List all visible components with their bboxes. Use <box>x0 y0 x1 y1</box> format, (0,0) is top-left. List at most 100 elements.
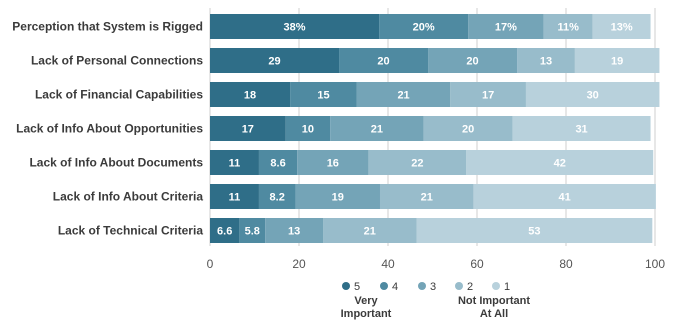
legend-label: 2 <box>467 281 473 293</box>
data-label: 42 <box>554 158 566 170</box>
data-label: 16 <box>327 158 339 170</box>
x-tick-label: 0 <box>207 257 214 271</box>
bar-segment <box>423 116 513 141</box>
bar-segment <box>210 14 380 39</box>
data-label: 13 <box>288 226 300 238</box>
data-label: 53 <box>528 226 540 238</box>
bar-segment <box>285 116 331 141</box>
data-label: 21 <box>397 90 409 102</box>
bar-segment <box>210 150 259 175</box>
bar-segment <box>473 184 656 209</box>
data-label: 17% <box>495 22 517 34</box>
legend-note-high-line1: Very <box>354 295 378 307</box>
bar-segment <box>543 14 593 39</box>
category-label: Lack of Financial Capabilities <box>35 88 203 102</box>
data-label: 31 <box>575 124 587 136</box>
legend-marker <box>380 282 388 290</box>
category-label: Lack of Info About Opportunities <box>16 122 203 136</box>
data-label: 15 <box>317 90 329 102</box>
bar-segment <box>368 150 467 175</box>
data-label: 21 <box>421 192 433 204</box>
bar-segment <box>416 218 653 243</box>
legend-label: 5 <box>354 281 360 293</box>
legend-marker <box>492 282 500 290</box>
bar-segment <box>379 184 474 209</box>
data-label: 21 <box>371 124 383 136</box>
data-label: 41 <box>559 192 571 204</box>
bar-segment <box>339 48 429 73</box>
data-label: 19 <box>611 56 623 68</box>
bar-segment <box>468 14 544 39</box>
data-label: 18 <box>244 90 256 102</box>
data-label: 13 <box>540 56 552 68</box>
data-label: 20 <box>377 56 389 68</box>
legend-label: 3 <box>430 281 436 293</box>
bar-segment <box>428 48 518 73</box>
category-label: Lack of Info About Documents <box>29 156 203 170</box>
category-label: Lack of Personal Connections <box>31 54 203 68</box>
legend-note-high-line2: Important <box>341 308 392 320</box>
bar-segment <box>379 14 469 39</box>
x-tick-label: 20 <box>292 257 306 271</box>
bar-segment <box>323 218 417 243</box>
data-label: 17 <box>482 90 494 102</box>
legend-label: 4 <box>392 281 398 293</box>
data-label: 13% <box>611 22 633 34</box>
bar-segment <box>210 218 240 243</box>
bar-segment <box>210 184 259 209</box>
data-label: 30 <box>587 90 599 102</box>
bar-segment <box>258 150 298 175</box>
x-tick-label: 80 <box>559 257 573 271</box>
legend-marker <box>342 282 350 290</box>
x-tick-label: 40 <box>381 257 395 271</box>
bar-segment <box>210 116 286 141</box>
data-label: 11 <box>229 158 241 170</box>
bar-segment <box>239 218 266 243</box>
data-label: 6.6 <box>217 226 232 238</box>
data-label: 20 <box>462 124 474 136</box>
bar-segment <box>525 82 660 107</box>
data-label: 17 <box>242 124 254 136</box>
data-label: 8.2 <box>270 192 285 204</box>
x-axis-ticks: 0 20 40 60 80 100 <box>207 257 666 271</box>
category-label: Lack of Info About Criteria <box>53 190 204 204</box>
data-label: 20% <box>413 22 435 34</box>
data-label: 5.8 <box>245 226 260 238</box>
bar-segment <box>290 82 357 107</box>
bar-segment <box>592 14 651 39</box>
legend-note-low-line2: At All <box>480 308 508 320</box>
category-labels: Perception that System is Rigged Lack of … <box>12 20 203 238</box>
category-label: Lack of Technical Criteria <box>58 224 203 238</box>
bar-segment <box>466 150 654 175</box>
data-label: 10 <box>302 124 314 136</box>
category-label: Perception that System is Rigged <box>12 20 203 34</box>
data-label: 29 <box>268 56 280 68</box>
bar-segment <box>512 116 651 141</box>
legend: Very Important Not Important At All 5 4 3 2… <box>341 281 531 320</box>
bar-segment <box>450 82 526 107</box>
data-label: 22 <box>411 158 423 170</box>
bar-segment <box>295 184 380 209</box>
legend-marker <box>418 282 426 290</box>
bar-segment <box>258 184 296 209</box>
data-label: 11% <box>558 22 580 34</box>
data-label: 38% <box>284 22 306 34</box>
data-label: 20 <box>466 56 478 68</box>
x-tick-label: 100 <box>645 257 665 271</box>
data-label: 19 <box>332 192 344 204</box>
legend-note-low-line1: Not Important <box>458 295 530 307</box>
bar-segment <box>330 116 424 141</box>
bar-segment <box>210 82 291 107</box>
data-label: 11 <box>229 192 241 204</box>
legend-label: 1 <box>504 281 510 293</box>
bars: 38% 20% 17% 11% 13% 29 20 20 13 19 18 15 21 17 30 17 10 2… <box>210 14 660 243</box>
bar-segment <box>210 48 340 73</box>
bar-segment <box>356 82 451 107</box>
data-label: 8.6 <box>270 158 285 170</box>
bar-segment <box>297 150 369 175</box>
bar-segment <box>265 218 324 243</box>
bar-segment <box>574 48 660 73</box>
x-tick-label: 60 <box>470 257 484 271</box>
bar-segment <box>517 48 575 73</box>
